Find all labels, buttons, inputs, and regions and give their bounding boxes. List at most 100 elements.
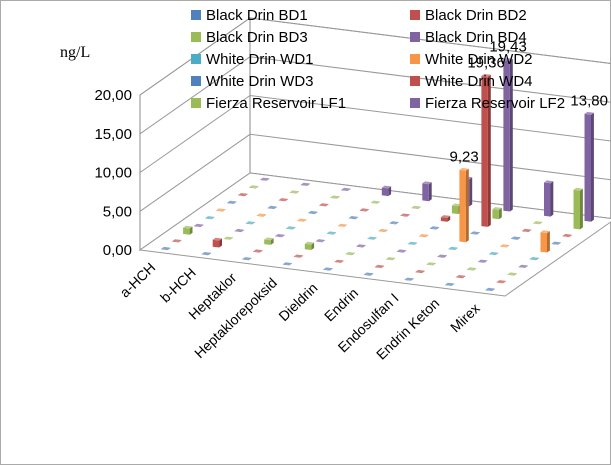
bar-front <box>359 210 367 212</box>
legend-label: Black Drin BD4 <box>425 29 527 46</box>
bar-side <box>414 242 418 245</box>
bar-side <box>558 242 561 245</box>
bar <box>330 195 340 199</box>
bar-front <box>341 189 348 191</box>
bar <box>315 239 326 243</box>
bar-side <box>462 275 466 279</box>
bar-side <box>296 191 299 194</box>
bar-side <box>465 168 469 243</box>
legend-swatch <box>191 54 201 64</box>
bar-front <box>584 113 591 222</box>
bar-front <box>385 259 393 261</box>
floor <box>138 172 611 297</box>
bar-front <box>544 182 551 217</box>
data-label: 13,80 <box>570 92 608 109</box>
bar-top <box>212 237 222 241</box>
bar <box>478 259 488 263</box>
bar-top <box>249 185 259 189</box>
bar-front <box>370 202 378 204</box>
bar-top <box>161 246 171 250</box>
bar-front <box>459 169 466 243</box>
bar-side <box>307 183 310 186</box>
bar-side <box>503 280 506 284</box>
legend-label: Black Drin BD1 <box>206 7 308 24</box>
bar-top <box>544 180 554 184</box>
legend-label: Fierza Reservoir LF1 <box>206 95 346 112</box>
bar-side <box>222 209 226 212</box>
floor-grid <box>138 172 611 297</box>
bar-side <box>259 250 263 253</box>
bar <box>445 282 455 286</box>
bar-top <box>234 228 244 232</box>
y-gridline <box>139 17 611 96</box>
bar-side <box>591 112 594 222</box>
legend-item: White Drin WD2 <box>410 51 533 68</box>
bar-front <box>540 232 547 253</box>
bar <box>573 187 583 230</box>
bar <box>489 251 499 256</box>
bar-top <box>470 231 480 235</box>
bar <box>551 241 561 245</box>
y-gridline <box>139 133 611 212</box>
bar <box>245 221 255 225</box>
legend-label: White Drin WD3 <box>206 73 314 90</box>
bar-top <box>367 236 377 240</box>
bar-side <box>325 204 329 207</box>
bar-front <box>323 269 330 271</box>
bar-side <box>451 283 455 286</box>
bar-top <box>540 230 550 234</box>
bar-front <box>293 256 301 258</box>
bar <box>172 239 182 243</box>
bar <box>227 200 237 204</box>
bar-front <box>533 223 540 225</box>
bar-front <box>437 256 444 258</box>
bar-top <box>489 251 499 255</box>
bar-side <box>428 182 432 202</box>
legend-swatch <box>410 76 420 86</box>
bar-top <box>345 252 355 255</box>
bar-front <box>308 212 315 215</box>
bar-side <box>344 224 348 227</box>
bar-front <box>304 243 312 250</box>
bar <box>374 264 385 268</box>
bar-front <box>242 259 249 261</box>
bar-top <box>253 249 263 253</box>
bar <box>533 221 543 225</box>
bar <box>300 182 310 186</box>
y-tick-label: 10,00 <box>94 165 132 182</box>
bar-side <box>487 74 491 227</box>
bar-top <box>381 185 392 189</box>
bar-front <box>396 251 404 253</box>
bar <box>404 277 414 281</box>
bar <box>286 226 296 230</box>
bar-side <box>340 260 344 263</box>
bar-top <box>389 221 399 224</box>
bar-front <box>445 284 452 286</box>
bar <box>418 234 429 238</box>
bar <box>348 216 359 220</box>
bar-top <box>267 205 277 209</box>
bar-top <box>201 252 211 255</box>
bar-side <box>373 237 377 240</box>
bar-top <box>411 205 421 209</box>
bar-side <box>495 252 499 256</box>
legend-label: White Drin WD4 <box>425 73 533 90</box>
legend-item: Fierza Reservoir LF2 <box>410 95 565 112</box>
bar-top <box>467 267 477 271</box>
bar-front <box>278 200 286 202</box>
bar-top <box>242 257 252 260</box>
bar <box>341 187 351 191</box>
bar <box>381 185 392 197</box>
bar-front <box>411 207 418 209</box>
bar-side <box>392 257 396 261</box>
bar-top <box>256 213 266 217</box>
bar-side <box>484 260 488 263</box>
bar-front <box>238 195 245 197</box>
bar <box>529 257 539 261</box>
bar-top <box>496 280 506 283</box>
bar <box>216 208 226 212</box>
bar-side <box>322 240 326 243</box>
bar <box>264 237 274 245</box>
